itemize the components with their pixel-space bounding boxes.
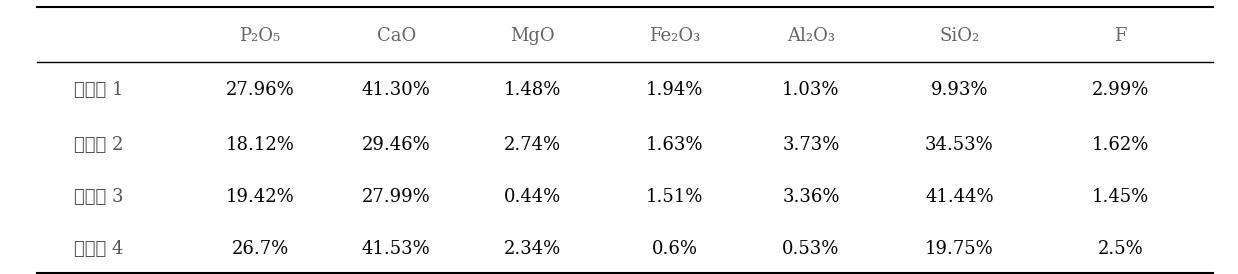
Text: 实施例 3: 实施例 3 <box>74 188 124 206</box>
Text: 41.30%: 41.30% <box>361 81 431 99</box>
Text: 41.53%: 41.53% <box>361 240 431 258</box>
Text: P₂O₅: P₂O₅ <box>239 27 281 45</box>
Text: 1.45%: 1.45% <box>1092 188 1149 206</box>
Text: 27.96%: 27.96% <box>225 81 295 99</box>
Text: 实施例 4: 实施例 4 <box>74 240 124 258</box>
Text: SiO₂: SiO₂ <box>940 27 979 45</box>
Text: 3.36%: 3.36% <box>782 188 839 206</box>
Text: 18.12%: 18.12% <box>225 136 295 154</box>
Text: 9.93%: 9.93% <box>931 81 988 99</box>
Text: Al₂O₃: Al₂O₃ <box>787 27 834 45</box>
Text: CaO: CaO <box>376 27 416 45</box>
Text: F: F <box>1114 27 1127 45</box>
Text: 1.94%: 1.94% <box>646 81 703 99</box>
Text: 29.46%: 29.46% <box>361 136 431 154</box>
Text: MgO: MgO <box>510 27 555 45</box>
Text: 26.7%: 26.7% <box>232 240 288 258</box>
Text: 1.48%: 1.48% <box>504 81 561 99</box>
Text: 2.99%: 2.99% <box>1092 81 1149 99</box>
Text: 3.73%: 3.73% <box>782 136 839 154</box>
Text: 1.03%: 1.03% <box>782 81 839 99</box>
Text: 27.99%: 27.99% <box>361 188 431 206</box>
Text: 2.5%: 2.5% <box>1098 240 1143 258</box>
Text: 0.44%: 0.44% <box>504 188 561 206</box>
Text: 实施例 2: 实施例 2 <box>74 136 124 154</box>
Text: 实施例 1: 实施例 1 <box>74 81 124 99</box>
Text: 1.51%: 1.51% <box>646 188 703 206</box>
Text: 0.53%: 0.53% <box>782 240 839 258</box>
Text: Fe₂O₃: Fe₂O₃ <box>649 27 701 45</box>
Text: 1.62%: 1.62% <box>1092 136 1149 154</box>
Text: 2.34%: 2.34% <box>504 240 561 258</box>
Text: 0.6%: 0.6% <box>651 240 698 258</box>
Text: 19.75%: 19.75% <box>925 240 994 258</box>
Text: 19.42%: 19.42% <box>225 188 295 206</box>
Text: 34.53%: 34.53% <box>925 136 994 154</box>
Text: 1.63%: 1.63% <box>646 136 703 154</box>
Text: 41.44%: 41.44% <box>925 188 994 206</box>
Text: 2.74%: 2.74% <box>504 136 561 154</box>
